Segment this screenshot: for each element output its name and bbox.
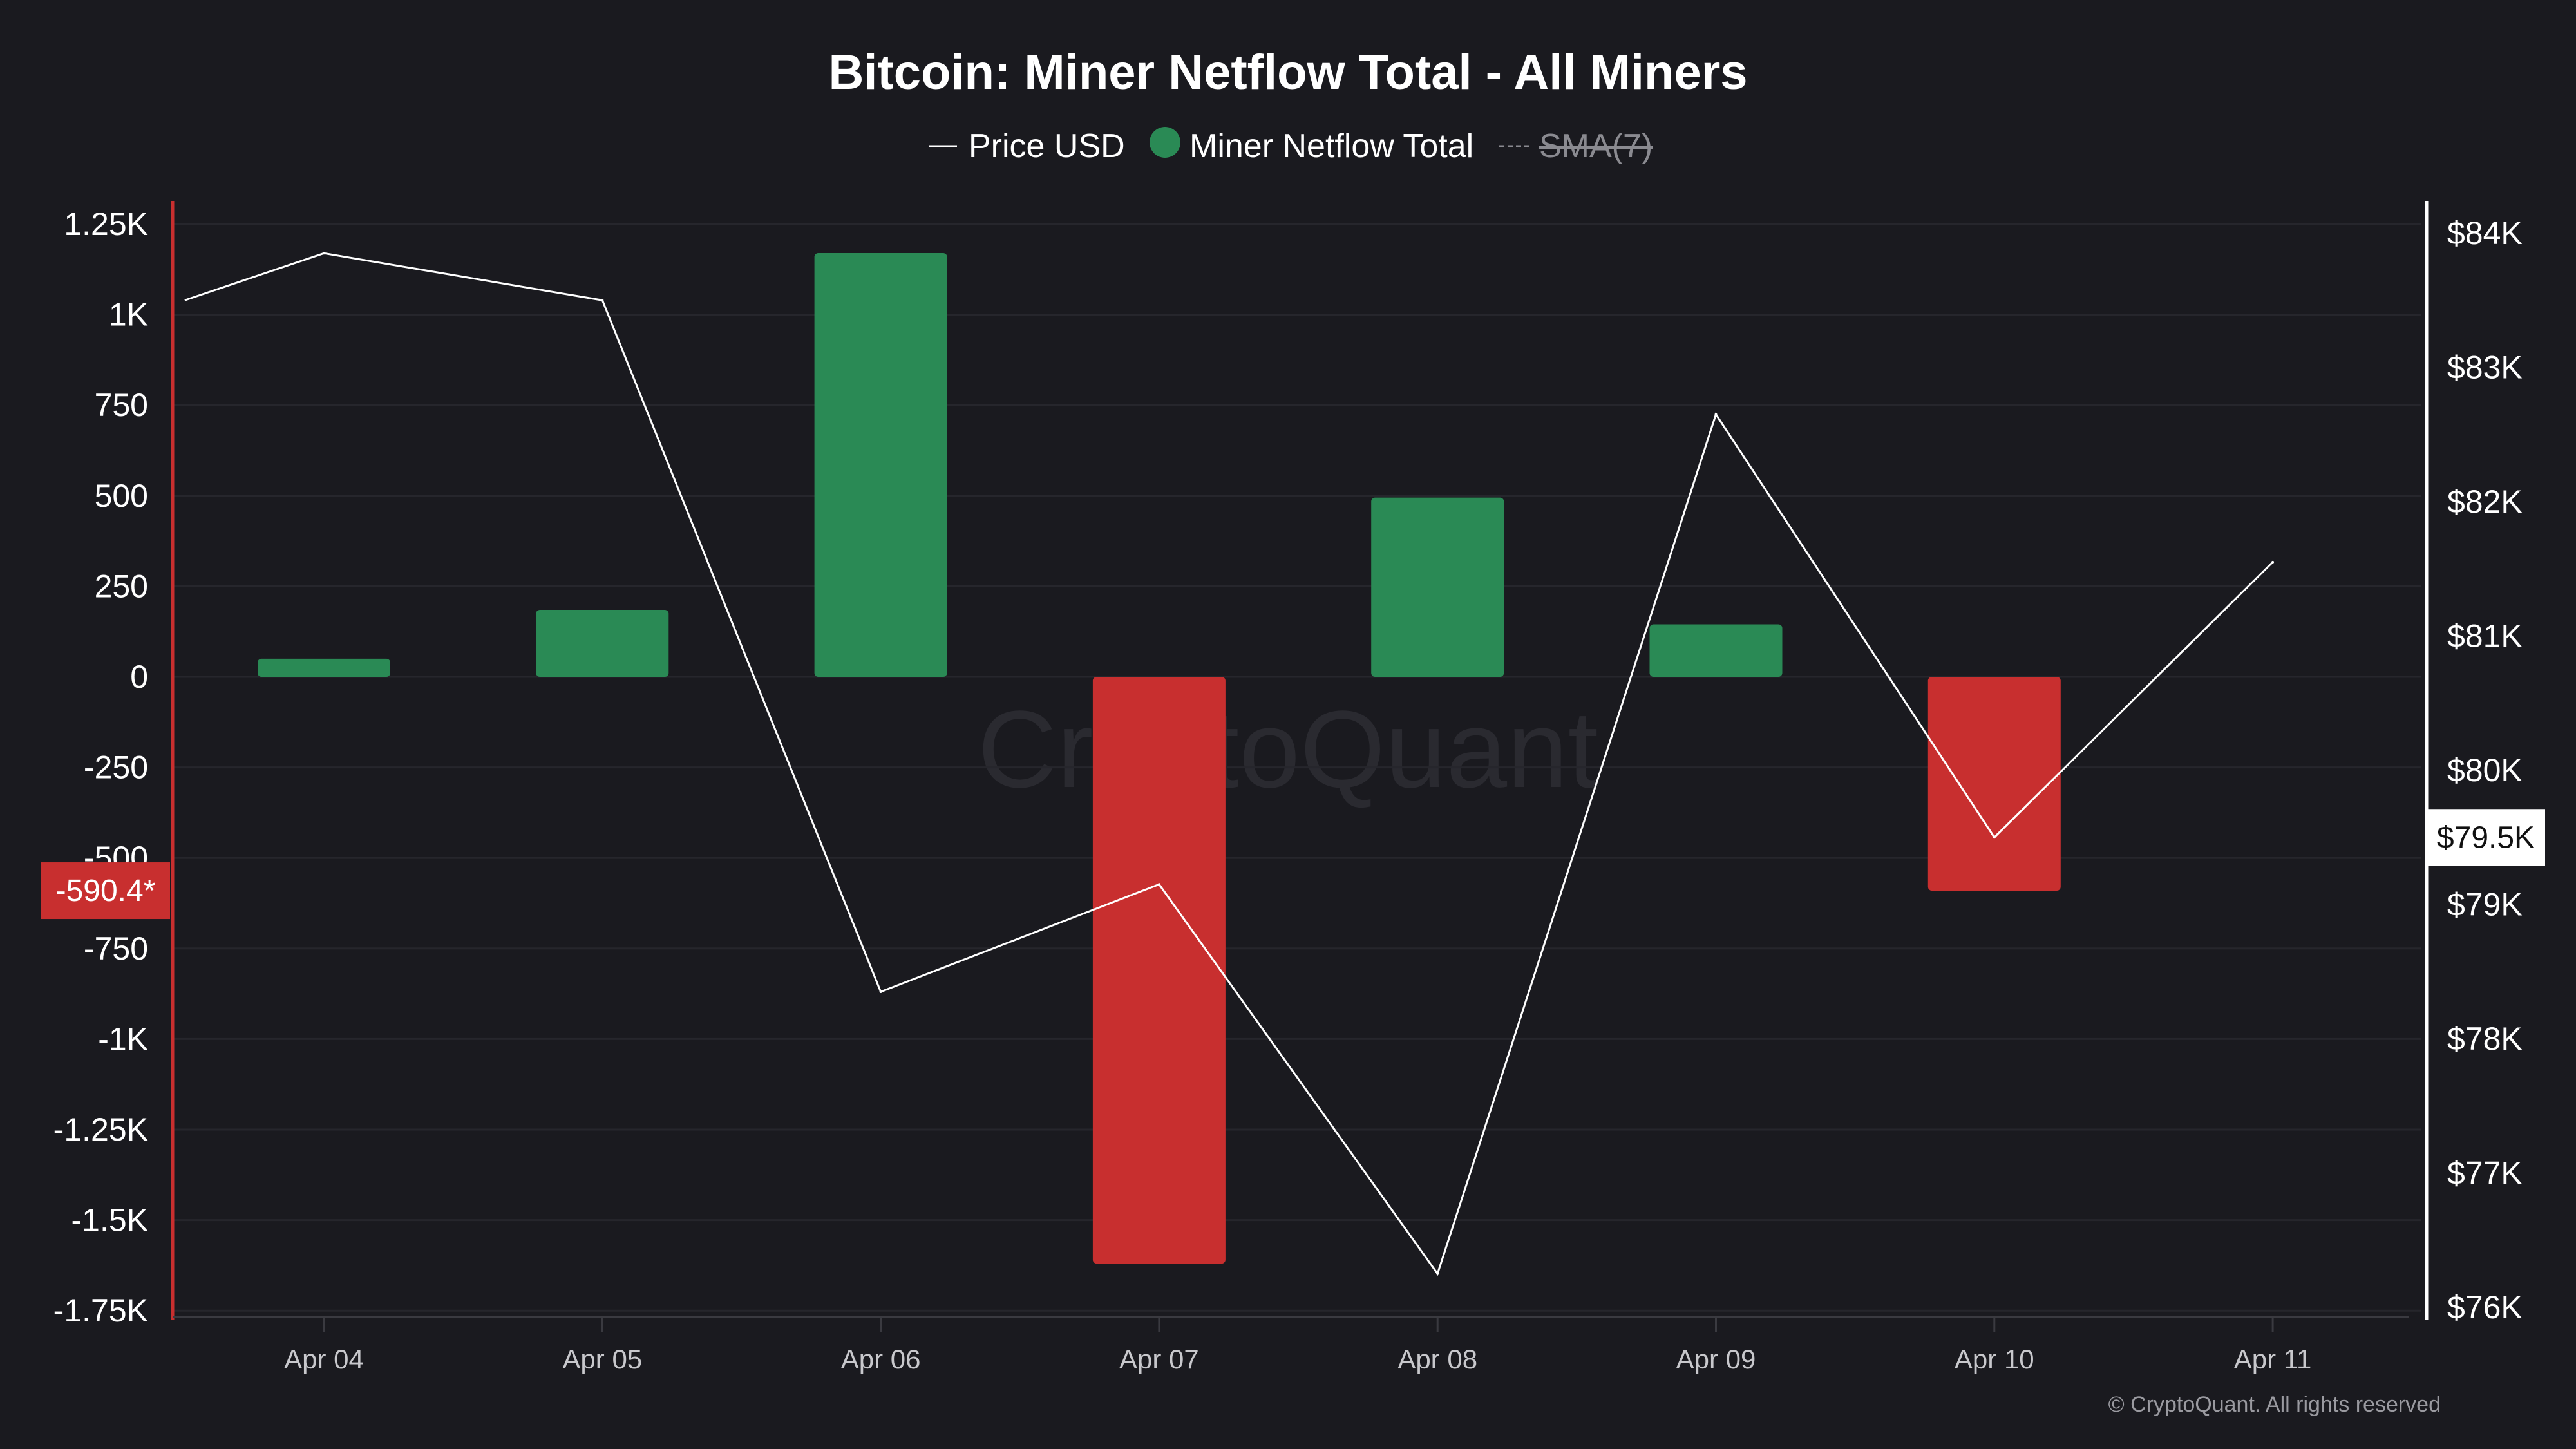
right-tick-label: $80K xyxy=(2447,752,2523,788)
legend-item-price-usd[interactable]: Price USD xyxy=(929,128,1125,165)
left-tick-label: 500 xyxy=(95,478,148,514)
netflow-bar-apr-05[interactable] xyxy=(536,609,669,677)
price-current-badge xyxy=(2427,809,2545,866)
legend-item-miner-netflow-total[interactable]: Miner Netflow Total xyxy=(1150,127,1473,165)
price-point xyxy=(1993,836,1996,839)
price-point xyxy=(879,990,882,994)
right-tick-label: $81K xyxy=(2447,618,2523,654)
left-tick-label: -250 xyxy=(84,750,148,786)
left-tick-label: -750 xyxy=(84,931,148,967)
copyright: © CryptoQuant. All rights reserved xyxy=(2108,1392,2441,1417)
right-tick-label: $84K xyxy=(2447,215,2523,251)
right-tick-label: $78K xyxy=(2447,1021,2523,1057)
netflow-bar-apr-07[interactable] xyxy=(1092,677,1226,1264)
x-tick-label: Apr 06 xyxy=(841,1344,921,1374)
netflow-bar-apr-08[interactable] xyxy=(1371,497,1504,677)
left-tick-label: 250 xyxy=(95,568,148,604)
x-axis: Apr 04 Apr 05 Apr 06 Apr 07 Apr 08 Apr 09 Apr … xyxy=(173,1316,2409,1374)
price-point xyxy=(1157,883,1160,886)
grid xyxy=(173,223,2421,1312)
price-current-badge-label: $79.5K xyxy=(2437,820,2535,855)
left-axis: 1.25K1K7505002500-250-500-750-1K-1.25K-1… xyxy=(53,201,175,1329)
netflow-bar-apr-06[interactable] xyxy=(814,252,947,677)
right-tick-label: $83K xyxy=(2447,350,2523,386)
legend-label: SMA(7) xyxy=(1539,128,1653,165)
price-point xyxy=(2271,560,2275,564)
x-tick-label: Apr 09 xyxy=(1676,1344,1756,1374)
bar-series xyxy=(258,252,2061,1264)
right-tick-label: $82K xyxy=(2447,484,2523,520)
x-tick-label: Apr 10 xyxy=(1955,1344,2034,1374)
legend-label: Miner Netflow Total xyxy=(1189,128,1473,165)
left-tick-label: 750 xyxy=(95,387,148,423)
netflow-bar-apr-10[interactable] xyxy=(1927,677,2061,891)
price-point xyxy=(323,252,325,255)
left-tick-label: -1.5K xyxy=(71,1202,148,1238)
chart-title: Bitcoin: Miner Netflow Total - All Miner… xyxy=(828,45,1747,100)
left-tick-label: -1.75K xyxy=(53,1293,148,1329)
legend-dot-marker xyxy=(1150,127,1180,158)
legend[interactable]: Price USD Miner Netflow Total SMA(7) xyxy=(929,127,1653,165)
x-tick-label: Apr 07 xyxy=(1119,1344,1199,1374)
current-value-badges: -590.4* $79.5K xyxy=(41,809,2545,920)
price-point xyxy=(1436,1272,1439,1275)
left-tick-label: 0 xyxy=(130,659,148,695)
x-tick-label: Apr 04 xyxy=(284,1344,364,1374)
x-tick-label: Apr 08 xyxy=(1397,1344,1477,1374)
right-axis: $84K $83K $82K $81K $80K $79K $78K $77K $76K xyxy=(2425,201,2523,1325)
netflow-current-badge-label: -590.4* xyxy=(56,874,156,908)
left-tick-label: -1K xyxy=(98,1021,148,1057)
netflow-bar-apr-09[interactable] xyxy=(1649,624,1783,677)
right-tick-label: $79K xyxy=(2447,887,2523,923)
netflow-bar-apr-04[interactable] xyxy=(258,658,390,677)
watermark: CryptoQuant xyxy=(978,688,1598,811)
right-tick-label: $77K xyxy=(2447,1155,2523,1191)
left-tick-label: 1.25K xyxy=(64,206,148,242)
x-tick-label: Apr 05 xyxy=(562,1344,642,1374)
right-tick-label: $76K xyxy=(2447,1289,2523,1325)
netflow-current-badge xyxy=(41,862,170,920)
price-point xyxy=(1714,413,1718,416)
x-tick-label: Apr 11 xyxy=(2234,1344,2312,1374)
left-tick-label: -1.25K xyxy=(53,1112,148,1148)
price-line-series xyxy=(184,252,2275,1276)
legend-item-sma-7[interactable]: SMA(7) xyxy=(1499,128,1653,165)
left-tick-label: 1K xyxy=(109,297,148,333)
price-point xyxy=(601,299,604,302)
legend-label: Price USD xyxy=(969,128,1125,165)
